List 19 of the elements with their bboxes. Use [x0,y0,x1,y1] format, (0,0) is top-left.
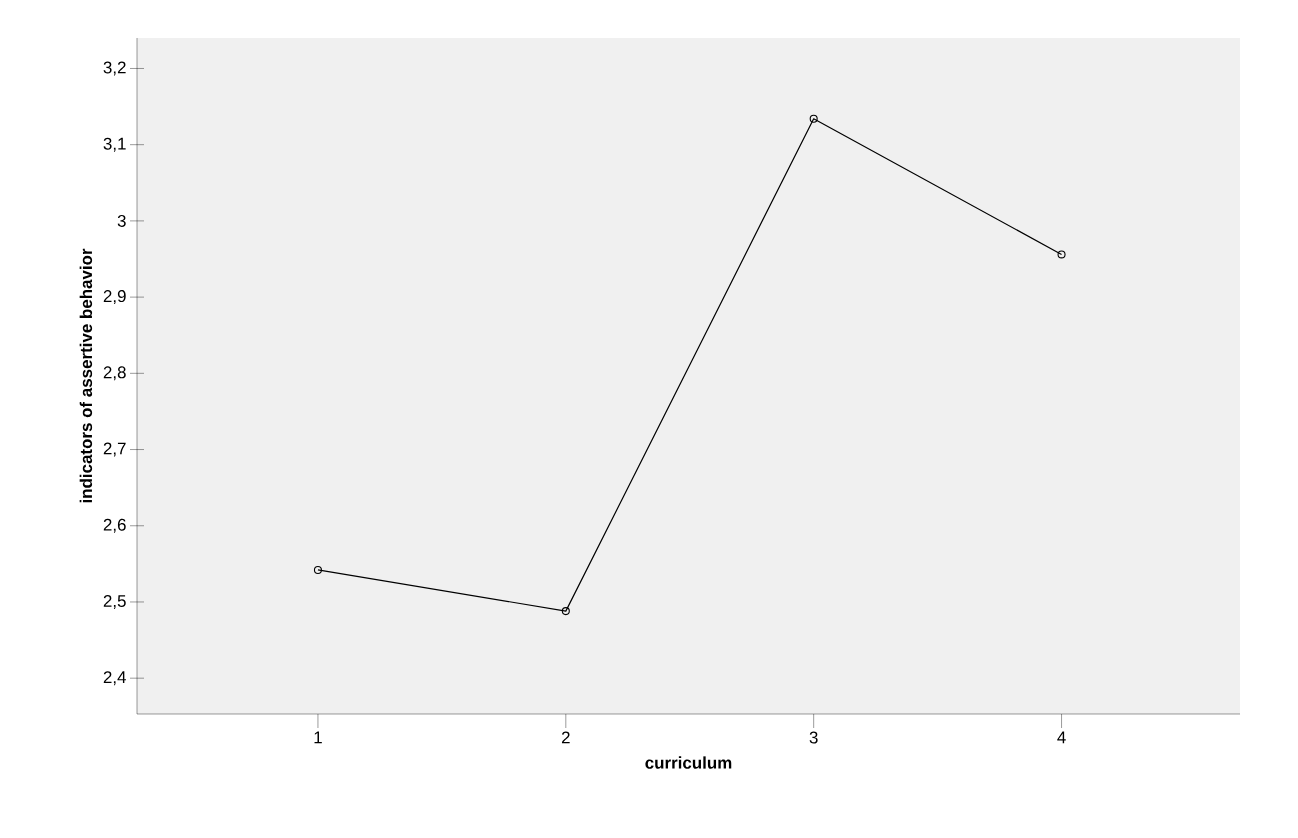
y-tick-label: 3,1 [103,137,126,152]
y-tick-label: 2,6 [103,518,126,533]
y-tick-label: 2,7 [103,442,126,457]
y-axis-title: indicators of assertive behavior [79,248,93,503]
x-tick-label: 2 [561,731,570,744]
point [1057,250,1066,259]
y-tick-label: 3,2 [103,61,126,76]
y-tick-label: 2,8 [103,366,126,381]
point [313,565,322,574]
x-tick-label: 4 [1057,731,1066,744]
x-tick-label: 1 [314,731,322,744]
point [561,607,570,616]
y-tick-label: 2,4 [103,671,126,686]
x-axis-title: curriculum [645,756,732,769]
y-tick-label: 2,5 [103,594,126,609]
point [809,114,818,123]
y-tick-label: 3 [117,214,126,227]
y-tick-label: 2,9 [103,290,126,305]
x-tick-label: 3 [809,731,818,744]
